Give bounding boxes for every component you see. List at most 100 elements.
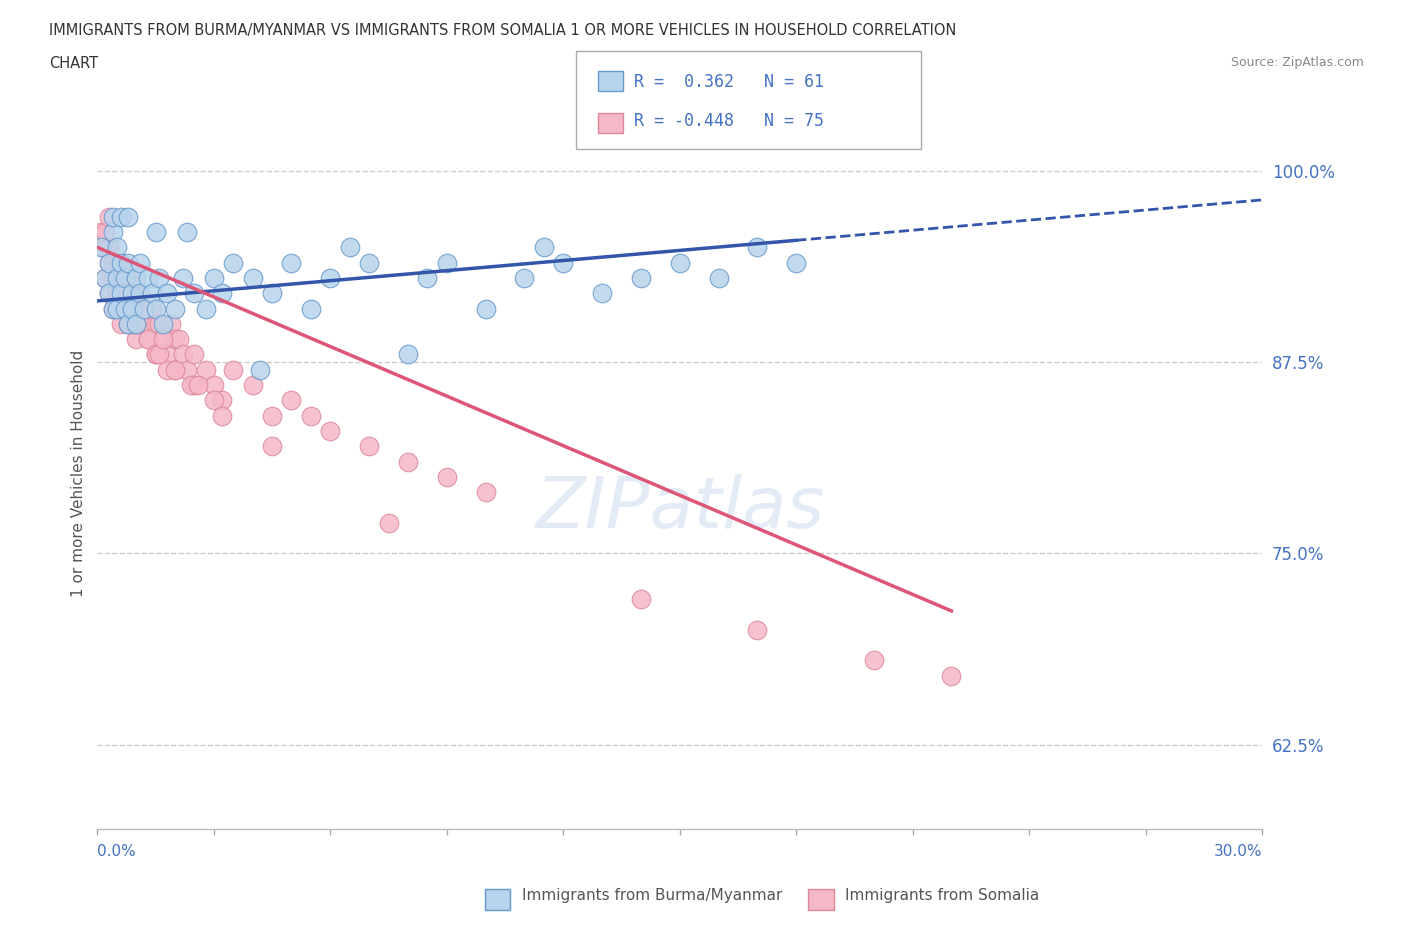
- Point: [319, 423, 342, 438]
- Point: [183, 378, 205, 392]
- Point: [105, 286, 128, 300]
- Point: [121, 301, 143, 316]
- Point: [98, 240, 121, 255]
- Point: [117, 316, 139, 331]
- Point: [299, 408, 322, 423]
- Point: [105, 255, 128, 270]
- Point: [145, 225, 167, 240]
- Point: [105, 301, 128, 316]
- Point: [156, 286, 179, 300]
- Point: [148, 271, 170, 286]
- Point: [167, 332, 190, 347]
- Point: [94, 271, 117, 286]
- Point: [125, 316, 148, 331]
- Point: [160, 316, 183, 331]
- Point: [114, 301, 136, 316]
- Text: R =  0.362   N = 61: R = 0.362 N = 61: [634, 73, 824, 90]
- Point: [202, 378, 225, 392]
- Point: [110, 301, 132, 316]
- Point: [553, 255, 575, 270]
- Point: [260, 408, 283, 423]
- Point: [101, 271, 124, 286]
- Point: [101, 209, 124, 224]
- Point: [222, 255, 245, 270]
- Point: [90, 240, 112, 255]
- Point: [862, 653, 884, 668]
- Point: [163, 301, 186, 316]
- Point: [125, 286, 148, 300]
- Text: Source: ZipAtlas.com: Source: ZipAtlas.com: [1230, 56, 1364, 69]
- Point: [110, 286, 132, 300]
- Point: [183, 347, 205, 362]
- Point: [152, 316, 174, 331]
- Point: [98, 255, 121, 270]
- Point: [141, 286, 163, 300]
- Point: [98, 286, 121, 300]
- Point: [319, 271, 342, 286]
- Point: [187, 378, 209, 392]
- Point: [121, 286, 143, 300]
- Text: 0.0%: 0.0%: [97, 844, 136, 859]
- Point: [105, 240, 128, 255]
- Point: [359, 439, 381, 454]
- Point: [141, 301, 163, 316]
- Text: CHART: CHART: [49, 56, 98, 71]
- Point: [121, 316, 143, 331]
- Point: [260, 439, 283, 454]
- Point: [110, 271, 132, 286]
- Point: [436, 470, 458, 485]
- Point: [101, 271, 124, 286]
- Text: Immigrants from Somalia: Immigrants from Somalia: [845, 888, 1039, 903]
- Point: [163, 363, 186, 378]
- Point: [474, 485, 496, 499]
- Point: [747, 622, 769, 637]
- Point: [211, 408, 233, 423]
- Point: [145, 347, 167, 362]
- Point: [110, 316, 132, 331]
- Point: [145, 347, 167, 362]
- Point: [163, 332, 186, 347]
- Point: [359, 255, 381, 270]
- Point: [152, 332, 174, 347]
- Point: [98, 286, 121, 300]
- Point: [195, 363, 218, 378]
- Point: [260, 286, 283, 300]
- Point: [172, 347, 194, 362]
- Point: [129, 301, 152, 316]
- Point: [156, 363, 179, 378]
- Point: [110, 255, 132, 270]
- Point: [136, 271, 159, 286]
- Point: [98, 209, 121, 224]
- Point: [101, 255, 124, 270]
- Point: [117, 255, 139, 270]
- Point: [747, 240, 769, 255]
- Y-axis label: 1 or more Vehicles in Household: 1 or more Vehicles in Household: [72, 350, 86, 597]
- Point: [176, 225, 198, 240]
- Point: [105, 271, 128, 286]
- Point: [183, 286, 205, 300]
- Point: [416, 271, 439, 286]
- Point: [145, 316, 167, 331]
- Point: [941, 669, 963, 684]
- Point: [148, 316, 170, 331]
- Text: R = -0.448   N = 75: R = -0.448 N = 75: [634, 112, 824, 129]
- Point: [195, 301, 218, 316]
- Point: [163, 363, 186, 378]
- Point: [132, 316, 155, 331]
- Point: [396, 347, 419, 362]
- Point: [98, 255, 121, 270]
- Point: [94, 225, 117, 240]
- Point: [114, 301, 136, 316]
- Point: [242, 271, 264, 286]
- Point: [110, 209, 132, 224]
- Point: [172, 271, 194, 286]
- Text: ZIPatlas: ZIPatlas: [536, 474, 824, 543]
- Point: [125, 332, 148, 347]
- Point: [280, 255, 302, 270]
- Point: [145, 301, 167, 316]
- Point: [105, 286, 128, 300]
- Point: [474, 301, 496, 316]
- Point: [436, 255, 458, 270]
- Point: [249, 363, 271, 378]
- Text: Immigrants from Burma/Myanmar: Immigrants from Burma/Myanmar: [522, 888, 782, 903]
